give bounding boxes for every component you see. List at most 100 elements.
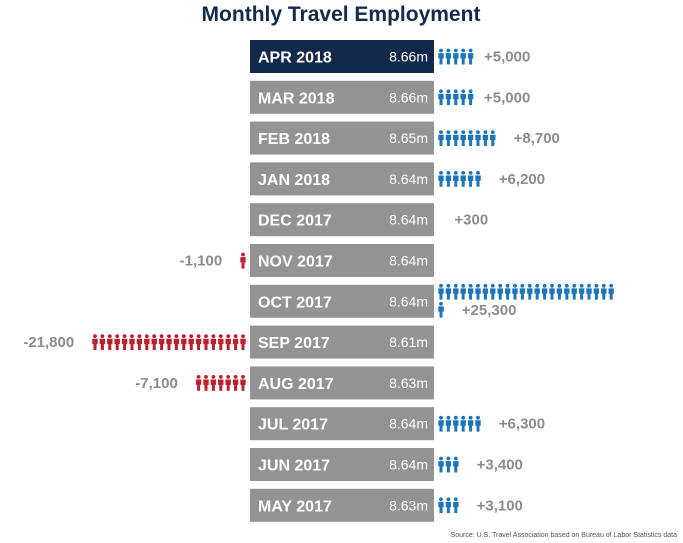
person-icon	[475, 171, 481, 187]
month-bar	[250, 448, 434, 481]
person-icon	[586, 283, 592, 300]
person-icon	[240, 252, 246, 269]
person-icon	[438, 415, 444, 432]
person-icon	[608, 283, 614, 300]
change-label: +5,000	[484, 49, 530, 66]
person-icon	[512, 283, 518, 300]
employment-value: 8.66m	[389, 49, 428, 65]
person-icon	[151, 334, 157, 351]
person-icon	[519, 283, 526, 300]
chart-rows: APR 2018 8.66m +5,000 MAR 2018 8.66m +5,000 FE…	[23, 40, 614, 522]
chart-row: JUL 2017 8.64m +6,300	[250, 407, 545, 441]
employment-value: 8.63m	[389, 497, 428, 513]
person-icon	[203, 375, 209, 391]
person-icon	[144, 334, 150, 351]
employment-value: 8.64m	[389, 171, 428, 187]
month-bar	[250, 488, 434, 522]
person-icon	[490, 130, 496, 147]
chart-row: JAN 2018 8.64m +6,200	[250, 162, 545, 196]
person-icon	[438, 89, 444, 106]
person-icon	[571, 283, 577, 300]
person-icon	[173, 334, 180, 351]
person-icon	[129, 334, 135, 351]
person-icon	[527, 283, 533, 300]
month-label: AUG 2017	[258, 376, 334, 393]
change-label: +8,700	[514, 130, 560, 147]
person-icon-partial	[84, 334, 90, 351]
person-icon-partial	[438, 211, 440, 228]
employment-value: 8.66m	[389, 89, 428, 105]
person-icon-partial	[460, 497, 462, 514]
month-bar	[250, 203, 434, 237]
month-bar	[250, 244, 434, 277]
person-icon	[195, 375, 202, 391]
person-icon	[445, 415, 452, 432]
month-label: FEB 2018	[258, 131, 330, 148]
person-icon	[534, 283, 540, 300]
person-icon	[445, 456, 452, 473]
month-label: JUL 2017	[258, 417, 328, 434]
person-icon-partial	[232, 252, 235, 269]
person-icon	[475, 415, 481, 432]
employment-value: 8.64m	[389, 457, 428, 473]
month-label: DEC 2017	[258, 213, 332, 230]
month-bar	[250, 407, 434, 441]
person-icon	[438, 171, 444, 187]
change-label: +25,300	[462, 302, 517, 319]
person-icon	[240, 375, 246, 391]
person-icon	[136, 334, 143, 351]
person-icon	[467, 89, 474, 106]
chart-row: NOV 2017 8.64m -1,100	[180, 244, 434, 277]
month-bar	[250, 162, 434, 196]
person-icon	[541, 283, 548, 300]
person-icon	[188, 375, 190, 391]
person-icon-partial	[482, 171, 484, 187]
chart-row: SEP 2017 8.61m -21,800	[23, 325, 434, 359]
chart-row: MAY 2017 8.63m +3,100	[250, 488, 523, 522]
chart-row: OCT 2017 8.64m +25,300	[250, 283, 614, 319]
person-icon	[593, 283, 600, 300]
employment-value: 8.65m	[389, 130, 428, 146]
person-icon	[601, 283, 607, 300]
person-icon	[460, 89, 466, 106]
change-label: +6,300	[499, 416, 545, 433]
person-icon	[482, 130, 489, 147]
change-label: +300	[454, 212, 488, 229]
month-label: JUN 2017	[258, 458, 330, 475]
person-icon	[445, 301, 448, 318]
person-icon	[497, 283, 503, 300]
person-icon	[181, 334, 187, 351]
person-icon	[482, 171, 484, 187]
person-icon	[188, 334, 194, 351]
person-icon	[467, 130, 474, 147]
employment-value: 8.63m	[389, 375, 428, 391]
person-icon	[232, 334, 239, 351]
person-icon	[453, 130, 459, 147]
person-icon	[453, 89, 459, 106]
person-icon	[114, 334, 120, 351]
person-icon	[218, 334, 224, 351]
person-icon	[445, 89, 452, 106]
person-icon	[438, 301, 444, 318]
person-icon	[225, 375, 231, 391]
person-icon	[84, 334, 90, 351]
month-bar	[250, 284, 434, 318]
person-icon	[445, 171, 452, 187]
person-icon	[438, 130, 444, 147]
person-icon	[467, 171, 474, 187]
person-icon	[467, 48, 474, 65]
person-icon	[578, 283, 585, 300]
person-icon	[497, 130, 502, 147]
person-icon	[195, 334, 202, 351]
person-icon	[438, 48, 444, 65]
employment-value: 8.61m	[389, 334, 428, 350]
person-icon	[475, 130, 481, 147]
person-icon	[438, 497, 444, 514]
person-icon	[158, 334, 165, 351]
month-label: MAR 2018	[258, 90, 335, 107]
change-label: -1,100	[180, 253, 223, 270]
person-icon	[210, 334, 217, 351]
person-icon	[166, 334, 172, 351]
person-icon	[445, 283, 452, 300]
